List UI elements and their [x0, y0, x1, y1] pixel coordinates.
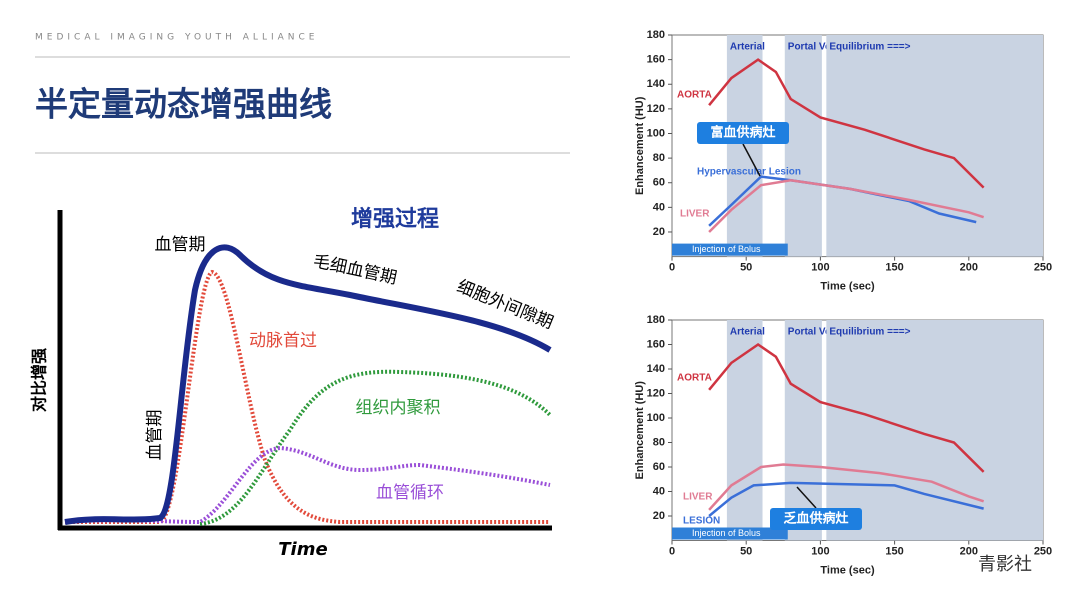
series-label: LIVER [683, 492, 713, 503]
y-axis-title: Enhancement (HU) [634, 96, 646, 195]
series-line [708, 342, 985, 473]
series-line [708, 58, 985, 189]
curve-label: 动脉首过 [249, 331, 317, 351]
phase-label: 血管期 [145, 410, 165, 461]
y-tick-label: 60 [653, 177, 665, 189]
y-tick-label: 80 [653, 152, 665, 164]
x-tick-label: 200 [960, 545, 978, 557]
phase-band [826, 320, 1043, 541]
curve-total [64, 244, 552, 525]
tagline: MEDICAL IMAGING YOUTH ALLIANCE [35, 33, 318, 43]
y-tick-label: 140 [647, 78, 665, 90]
series-label: Hypervascular Lesion [697, 167, 801, 178]
y-tick-label: 60 [653, 461, 665, 473]
x-tick-label: 150 [885, 262, 903, 274]
callout-label: 富血供病灶 [710, 125, 775, 141]
bolus-bar [672, 243, 788, 256]
x-tick-label: 0 [669, 262, 675, 274]
y-tick-label: 100 [647, 412, 665, 424]
watermark: 青影社 [978, 554, 1032, 575]
phase-label: Equilibrium ===> [829, 327, 910, 338]
callout-box [770, 508, 862, 530]
bolus-label: Injection of Bolus [692, 528, 761, 538]
y-tick-label: 100 [647, 127, 665, 139]
phase-label: Portal Venous [788, 42, 855, 53]
phase-band [726, 320, 763, 541]
phase-label: Equilibrium ===> [829, 42, 910, 53]
series-label: AORTA [677, 90, 712, 101]
y-tick-label: 120 [647, 103, 665, 115]
x-tick-label: 200 [960, 262, 978, 274]
x-tick-label: 100 [811, 262, 829, 274]
phase-label: Portal Venous [788, 327, 855, 338]
y-tick-label: 80 [653, 436, 665, 448]
x-label: Time [278, 539, 327, 560]
x-tick-label: 250 [1034, 545, 1052, 557]
curve-arterial [65, 269, 550, 524]
curve-label: 组织内聚积 [356, 398, 441, 418]
phase-band [784, 35, 822, 257]
phase-label: Arterial [730, 42, 765, 53]
y-tick-label: 120 [647, 387, 665, 399]
x-axis-title: Time (sec) [820, 564, 875, 576]
x-tick-label: 50 [740, 262, 752, 274]
phase-band [784, 320, 822, 541]
y-tick-label: 140 [647, 363, 665, 375]
series-line [708, 179, 985, 233]
y-axis-title: Enhancement (HU) [634, 381, 646, 480]
bolus-label: Injection of Bolus [692, 244, 761, 254]
phase-band [826, 35, 1043, 257]
curve-circulation [64, 445, 551, 525]
y-tick-label: 20 [653, 510, 665, 522]
x-axis-title: Time (sec) [820, 281, 875, 293]
y-tick-label: 40 [653, 485, 665, 497]
y-tick-label: 180 [647, 314, 665, 326]
y-label: 对比增强 [30, 348, 49, 412]
x-tick-label: 0 [669, 545, 675, 557]
y-tick-label: 160 [647, 338, 665, 350]
y-tick-label: 40 [653, 201, 665, 213]
slide-title: 半定量动态增强曲线 [35, 85, 332, 124]
curve-label: 血管循环 [376, 483, 444, 503]
series-line [708, 463, 985, 511]
y-tick-label: 180 [647, 29, 665, 41]
series-label: LESION [683, 516, 720, 527]
series-label: LIVER [680, 209, 710, 220]
callout-label: 乏血供病灶 [783, 511, 848, 527]
y-tick-label: 160 [647, 54, 665, 66]
x-tick-label: 150 [885, 545, 903, 557]
phase-label: 血管期 [155, 235, 206, 255]
callout-arrow [742, 143, 761, 177]
y-tick-label: 20 [653, 226, 665, 238]
x-tick-label: 100 [811, 545, 829, 557]
x-tick-label: 50 [740, 545, 752, 557]
diagram-title: 增强过程 [351, 206, 439, 232]
callout-arrow [796, 486, 817, 509]
series-label: AORTA [677, 373, 712, 384]
x-tick-label: 250 [1034, 262, 1052, 274]
bolus-bar [672, 527, 788, 540]
phase-label: Arterial [730, 327, 765, 338]
callout-box [697, 122, 789, 144]
series-line [708, 481, 984, 517]
